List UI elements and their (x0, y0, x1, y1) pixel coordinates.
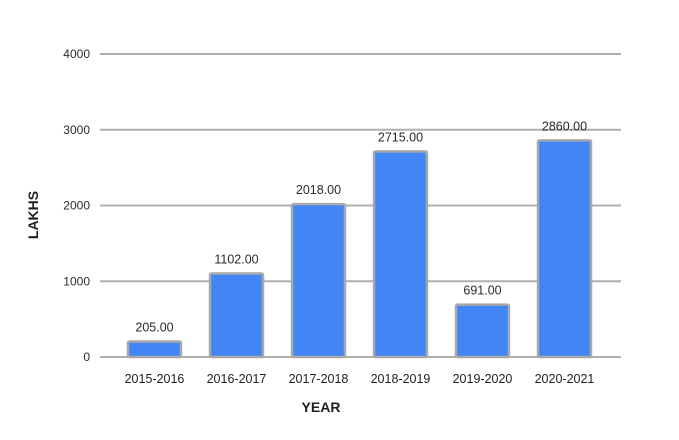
bar (372, 150, 429, 359)
x-tick-label: 2018-2019 (371, 372, 431, 386)
bar (126, 340, 183, 359)
y-tick-label: 0 (83, 350, 90, 364)
bar (208, 272, 265, 359)
x-tick-label: 2019-2020 (453, 372, 513, 386)
y-tick-label: 4000 (63, 47, 90, 61)
x-tick-label: 2017-2018 (289, 372, 349, 386)
data-labels: 205.00 1102.00 2018.00 2715.00 691.00 2860.00 (135, 119, 587, 334)
grid-lines (100, 53, 621, 358)
bar-value-label: 2715.00 (378, 130, 423, 144)
bar (290, 202, 347, 359)
y-tick-label: 3000 (63, 123, 90, 137)
y-axis-title: LAKHS (25, 191, 41, 239)
bar (454, 303, 511, 359)
bar-value-label: 2860.00 (542, 119, 587, 133)
bars (126, 139, 593, 359)
y-axis-ticks: 0 1000 2000 3000 4000 (63, 47, 90, 364)
x-tick-label: 2020-2021 (535, 372, 595, 386)
bar-value-label: 691.00 (463, 284, 501, 298)
bar-value-label: 205.00 (135, 320, 173, 334)
bar-value-label: 1102.00 (214, 253, 258, 267)
bar (536, 139, 593, 359)
y-tick-label: 2000 (63, 199, 90, 213)
x-axis-ticks: 2015-2016 2016-2017 2017-2018 2018-2019 2019… (125, 372, 595, 386)
x-tick-label: 2015-2016 (125, 372, 185, 386)
x-tick-label: 2016-2017 (207, 372, 267, 386)
y-tick-label: 1000 (63, 274, 90, 288)
x-axis-title: YEAR (302, 399, 341, 415)
bar-value-label: 2018.00 (296, 183, 341, 197)
